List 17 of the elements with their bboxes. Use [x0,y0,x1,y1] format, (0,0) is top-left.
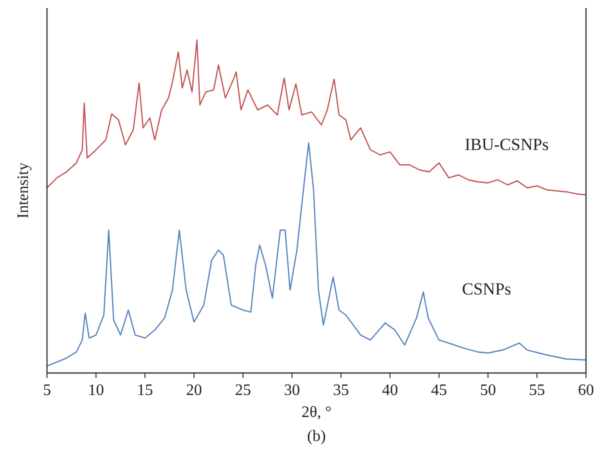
x-tick-label: 5 [43,382,51,399]
x-tick-label: 35 [333,382,349,399]
x-tick-label: 60 [578,382,594,399]
y-axis-title: Intensity [15,162,32,218]
x-tick-label: 30 [284,382,300,399]
x-tick-label: 50 [480,382,496,399]
series-label: IBU-CSNPs [464,134,549,154]
x-tick-label: 25 [235,382,251,399]
x-axis-title: 2θ, ° [301,404,332,421]
x-tick-label: 10 [88,382,104,399]
x-tick-label: 45 [431,382,447,399]
text: CSNPs [462,280,512,299]
x-tick-label: 40 [382,382,398,399]
x-tick-label: 15 [137,382,153,399]
x-tick-label: 20 [186,382,202,399]
text: (b) [307,428,326,445]
x-tick-label: 55 [529,382,545,399]
